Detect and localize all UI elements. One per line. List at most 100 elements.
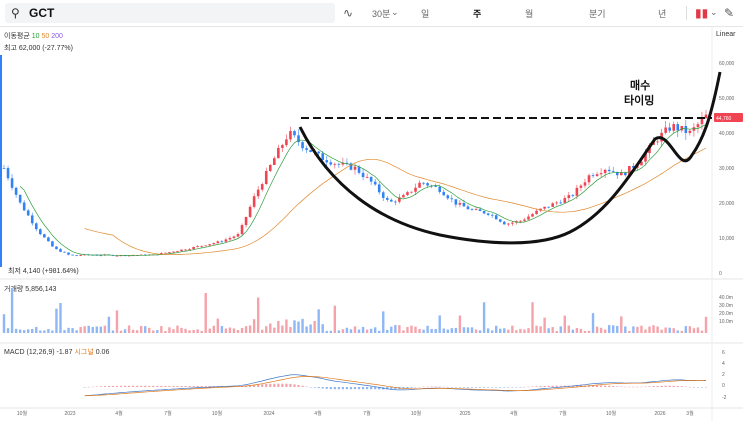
volume-bar (321, 324, 324, 333)
macd-bar (188, 386, 191, 387)
candle-body (67, 252, 70, 255)
high-value: 62,000 (-27.77%) (18, 45, 73, 52)
period-week[interactable]: 주 (473, 9, 482, 19)
indicator-icon[interactable]: ∿ (343, 6, 354, 20)
candle-body (555, 202, 559, 204)
macd-bar (446, 387, 449, 388)
candle-body (551, 203, 554, 207)
x-tick: 10월 (606, 410, 617, 417)
candlestick-series (2, 109, 708, 257)
macd-bar (426, 386, 429, 388)
candle-body (349, 163, 353, 170)
volume-bar (329, 330, 332, 333)
x-tick: 7월 (363, 410, 371, 417)
volume-bar (180, 327, 183, 333)
macd-bar (353, 387, 357, 390)
macd-bar (168, 385, 171, 387)
macd-bar (555, 385, 558, 387)
volume-bar (301, 318, 304, 333)
volume-bar (293, 320, 296, 333)
volume-bar (660, 329, 663, 333)
candle-type-icon[interactable]: ▮▮ (695, 6, 709, 20)
macd-legend: MACD (12,26,9) -1.87 시그널 0.06 (4, 347, 109, 357)
candle-body (615, 171, 619, 176)
candle-body (47, 237, 50, 242)
candle-body (224, 239, 228, 242)
macd-bar (595, 385, 599, 387)
macd-bar (357, 387, 361, 390)
pencil-icon[interactable]: ✎ (724, 6, 735, 20)
search-icon: ⚲ (11, 6, 20, 20)
ma50-line (84, 147, 707, 255)
macd-label: MACD (12,26,9) -1.87 (4, 349, 73, 356)
candle-body (329, 162, 333, 165)
volume-bar (462, 327, 466, 333)
volume-bar (603, 329, 607, 333)
macd-bar (265, 383, 268, 387)
volume-bar (486, 328, 490, 333)
candle-body (414, 187, 417, 192)
scale-toggle[interactable]: Linear (716, 31, 736, 38)
candle-body (317, 151, 320, 154)
candle-body (192, 247, 195, 249)
candle-body (632, 166, 635, 168)
period-day[interactable]: 일 (421, 9, 430, 19)
macd-bar (305, 386, 308, 388)
candle-body (700, 118, 704, 125)
candle-body (672, 124, 676, 131)
candle-body (543, 206, 546, 209)
chevron-down-icon[interactable]: ⌄ (710, 7, 718, 17)
candle-body (458, 202, 462, 205)
volume-bar (620, 316, 623, 333)
volume-bar (535, 325, 538, 333)
volume-bar (248, 325, 252, 333)
candle-body (523, 219, 526, 221)
macd-bar (628, 386, 631, 388)
volume-bar (188, 330, 191, 333)
candle-body (418, 182, 421, 188)
macd-bar (184, 386, 187, 387)
symbol-search[interactable]: ⚲ GCT (5, 3, 335, 23)
macd-bar (144, 385, 147, 387)
macd-bar (325, 387, 328, 389)
candle-body (656, 141, 659, 143)
macd-bar (503, 387, 506, 388)
macd-bar (664, 385, 667, 387)
period-quarter[interactable]: 분기 (589, 9, 606, 19)
volume-bar (466, 327, 470, 333)
volume-bar (628, 330, 631, 333)
volume-bar (644, 329, 647, 333)
candle-body (688, 130, 692, 133)
chevron-down-icon[interactable]: ⌄ (391, 7, 399, 17)
volume-bar (55, 308, 58, 333)
macd-bar (656, 385, 659, 387)
volume-bar (624, 326, 627, 333)
volume-bar (664, 327, 667, 333)
x-tick: 10월 (17, 410, 28, 417)
price-tick: 0 (719, 271, 722, 277)
period-month[interactable]: 월 (525, 9, 534, 19)
macd-bar (378, 387, 381, 390)
candle-body (450, 198, 454, 200)
candle-body (220, 241, 224, 243)
volume-bar (652, 325, 655, 333)
candle-body (591, 175, 595, 177)
volume-bar (369, 328, 373, 333)
volume-bar (587, 330, 591, 333)
macd-bar (579, 385, 583, 387)
candle-body (353, 166, 357, 170)
candle-body (289, 131, 292, 140)
volume-bars (2, 288, 708, 333)
candle-body (252, 196, 256, 207)
volume-bar (386, 329, 389, 333)
macd-bar (680, 386, 683, 387)
candle-body (244, 216, 248, 226)
interval-selector[interactable]: 30분 (372, 9, 391, 19)
candle-body (305, 148, 308, 150)
period-year[interactable]: 년 (658, 9, 667, 19)
high-label: 최고 (4, 45, 17, 52)
volume-bar (119, 330, 123, 333)
volume-bar (252, 319, 256, 333)
ma-legend: 이동평균 10 50 200 (4, 31, 63, 41)
